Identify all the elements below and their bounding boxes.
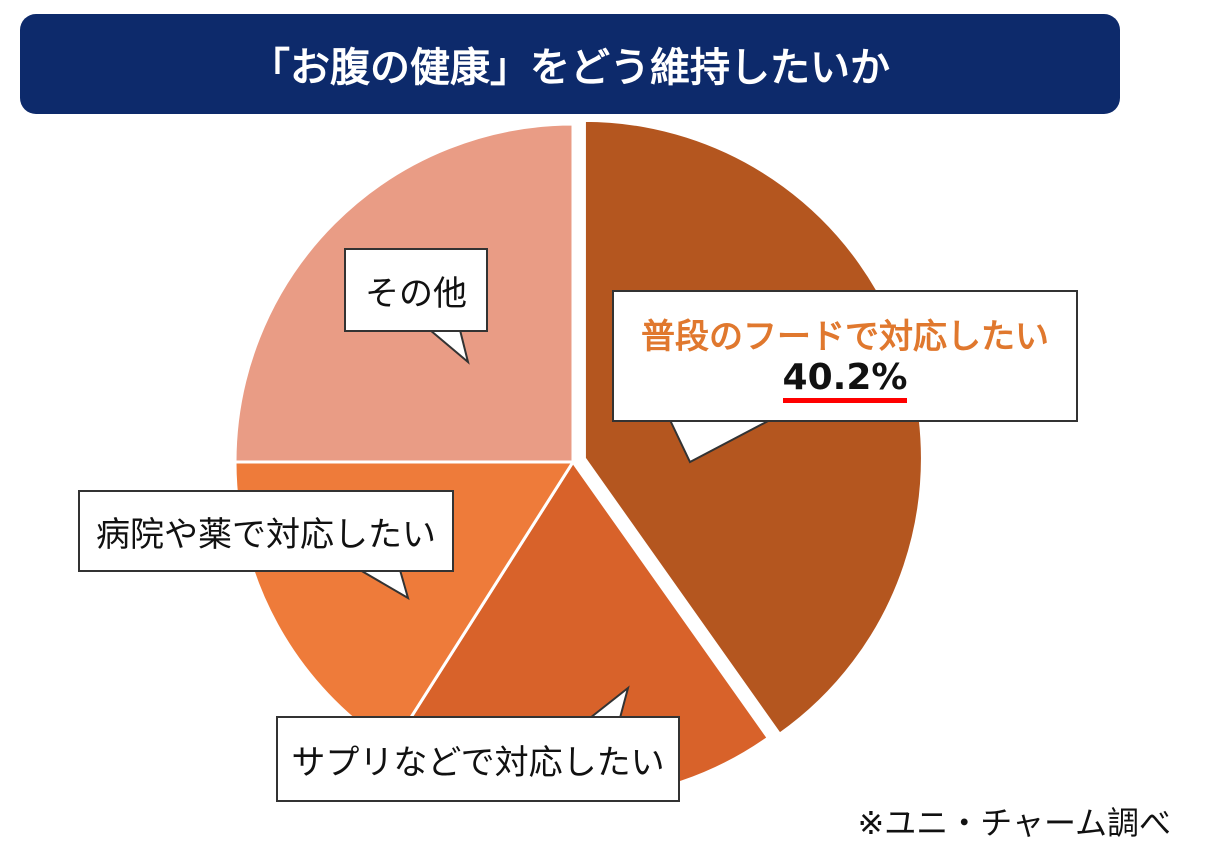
slice-label-supplement: サプリなどで対応したい (291, 742, 665, 783)
slice-label-food: 普段のフードで対応したい (641, 317, 1049, 358)
callout-food: 普段のフードで対応したい 40.2% (612, 290, 1078, 422)
callout-other: その他 (344, 248, 488, 332)
slice-label-hospital: 病院や薬で対応したい (96, 514, 436, 555)
slice-label-other: その他 (365, 273, 467, 314)
source-note: ※ユニ・チャーム調べ (857, 804, 1171, 842)
callout-hospital: 病院や薬で対応したい (78, 490, 454, 572)
callout-supplement: サプリなどで対応したい (276, 716, 680, 802)
chart-title: 「お腹の健康」をどう維持したいか (20, 14, 1120, 114)
slice-value-food: 40.2% (782, 358, 908, 403)
